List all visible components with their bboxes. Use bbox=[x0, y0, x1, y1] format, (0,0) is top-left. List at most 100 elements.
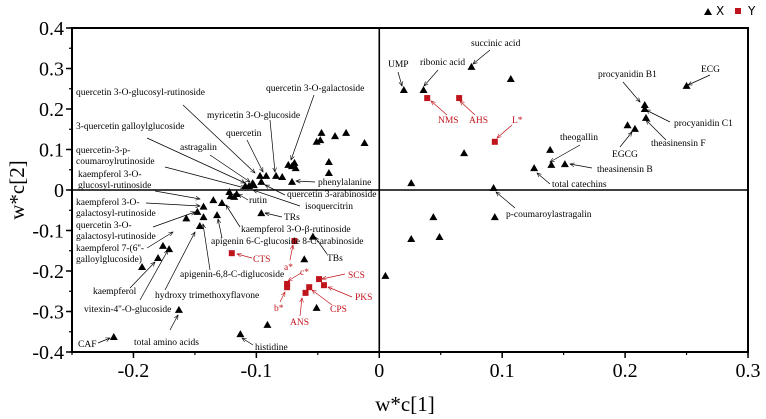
annotation-label: EGCG bbox=[612, 150, 638, 160]
annotation-arrow bbox=[145, 202, 200, 206]
annotation-label: vitexin-4''-O-glucoside bbox=[84, 305, 171, 315]
point-y-square bbox=[291, 238, 298, 245]
point-x-triangle bbox=[640, 100, 649, 108]
point-x-triangle bbox=[232, 190, 241, 198]
annotation-arrow bbox=[289, 245, 293, 261]
annotation-arrow bbox=[497, 124, 513, 138]
point-x-triangle bbox=[165, 245, 174, 253]
annotation-label: ECG bbox=[701, 65, 720, 75]
point-x-triangle bbox=[195, 222, 204, 230]
annotation-arrow bbox=[164, 232, 195, 291]
point-x-triangle bbox=[506, 75, 515, 83]
point-x-triangle bbox=[262, 171, 271, 179]
point-x-triangle bbox=[490, 213, 499, 221]
point-x-triangle bbox=[290, 158, 299, 166]
point-x-triangle bbox=[429, 213, 438, 221]
point-x-triangle bbox=[257, 209, 266, 217]
annotation-arrow bbox=[688, 74, 711, 86]
annotation-label: procyanidin C1 bbox=[674, 119, 733, 129]
legend-y-label: Y bbox=[747, 4, 756, 18]
annotation-arrow bbox=[253, 190, 301, 207]
point-x-triangle bbox=[225, 188, 234, 196]
annotation-label: NMS bbox=[438, 116, 459, 126]
annotation-label: quercetin 3-O-galactoside bbox=[266, 84, 364, 94]
point-x-triangle bbox=[381, 271, 390, 279]
x-tick-label: 0.1 bbox=[490, 360, 515, 382]
point-y-square bbox=[491, 138, 498, 145]
annotation-label: quercetin 3-arabinoside bbox=[287, 190, 376, 200]
annotation-label: histidine bbox=[255, 343, 288, 353]
annotation-arrow bbox=[646, 110, 671, 123]
annotation-arrow bbox=[238, 194, 249, 201]
annotation-label: quercetin bbox=[226, 129, 262, 139]
annotation-arrow bbox=[226, 205, 241, 228]
annotation-arrow bbox=[265, 213, 283, 218]
point-x-triangle bbox=[138, 262, 147, 270]
point-x-triangle bbox=[630, 124, 639, 132]
annotation-arrow bbox=[619, 132, 632, 148]
point-x-triangle bbox=[241, 181, 250, 189]
annotation-arrow bbox=[550, 144, 581, 162]
point-y-square bbox=[284, 280, 291, 287]
annotation-label: CPS bbox=[330, 305, 347, 315]
point-x-triangle bbox=[419, 85, 428, 93]
point-y-square bbox=[456, 95, 463, 102]
annotation-label: L* bbox=[512, 116, 523, 126]
annotation-arrow bbox=[424, 69, 439, 86]
annotation-label: 3-quercetin galloylglucoside bbox=[76, 122, 184, 132]
annotation-label: total catechins bbox=[552, 180, 607, 190]
point-x-triangle bbox=[342, 128, 351, 136]
annotation-label: myricetin 3-O-glucoside bbox=[207, 111, 300, 121]
annotation-arrow bbox=[431, 101, 448, 116]
point-x-triangle bbox=[213, 211, 222, 219]
y-axis-label: w*c[2] bbox=[5, 160, 29, 219]
annotation-label: quercetin 3-O-galactosyl-rutinoside bbox=[76, 221, 156, 242]
point-x-triangle bbox=[399, 85, 408, 93]
y-tick-label: 0.1 bbox=[39, 140, 64, 162]
y-tick-label: -0.2 bbox=[32, 261, 64, 283]
y-tick-label: 0 bbox=[54, 180, 64, 202]
annotation-arrow bbox=[265, 185, 286, 196]
annotation-label: isoquercitrin bbox=[305, 202, 353, 212]
point-x-triangle bbox=[407, 179, 416, 187]
x-tick-label: 0.2 bbox=[613, 360, 638, 382]
point-x-triangle bbox=[641, 113, 650, 121]
annotation-arrow bbox=[537, 173, 551, 185]
point-x-triangle bbox=[257, 177, 266, 185]
point-y-square bbox=[316, 276, 323, 283]
annotation-label: succinic acid bbox=[471, 39, 521, 49]
annotation-label: c* bbox=[300, 268, 309, 278]
point-x-triangle bbox=[435, 232, 444, 240]
annotation-arrow bbox=[146, 232, 173, 249]
y-tick-label: -0.3 bbox=[32, 302, 64, 324]
annotation-arrow bbox=[288, 272, 302, 281]
annotation-arrow bbox=[328, 287, 353, 298]
annotation-label: SCS bbox=[348, 271, 365, 281]
point-x-triangle bbox=[546, 145, 555, 153]
annotation-label: ANS bbox=[290, 318, 309, 328]
point-x-triangle bbox=[278, 173, 287, 181]
point-x-triangle bbox=[312, 303, 321, 311]
point-x-triangle bbox=[308, 232, 317, 240]
annotation-arrow bbox=[209, 154, 250, 182]
point-x-triangle bbox=[407, 235, 416, 243]
legend: X Y bbox=[704, 4, 756, 18]
y-tick-label: 0.4 bbox=[39, 18, 64, 40]
annotation-arrow bbox=[315, 237, 328, 255]
x-tick-label: 0 bbox=[374, 360, 384, 382]
point-x-triangle bbox=[489, 183, 498, 191]
annotation-label: kaempferol 3-O-glucosyl-rutinoside bbox=[78, 169, 151, 191]
annotation-arrow bbox=[279, 292, 285, 303]
annotation-label: quercetin 3-O-glucosyl-rutinoside bbox=[76, 88, 205, 98]
annotation-label: quercetin-3-p-coumaroylrutinoside bbox=[76, 146, 155, 167]
annotation-arrow bbox=[622, 81, 640, 102]
x-tick-label: 0.3 bbox=[736, 360, 761, 382]
annotation-label: kaempferol 3-O-β-rutinoside bbox=[241, 224, 351, 235]
point-x-triangle bbox=[682, 81, 691, 89]
annotation-label: kaempferol 7-(6''-galloylglucoside) bbox=[76, 243, 144, 265]
point-x-triangle bbox=[560, 160, 569, 168]
annotation-arrow bbox=[97, 338, 110, 344]
point-x-triangle bbox=[256, 171, 265, 179]
annotation-arrow bbox=[152, 212, 195, 228]
